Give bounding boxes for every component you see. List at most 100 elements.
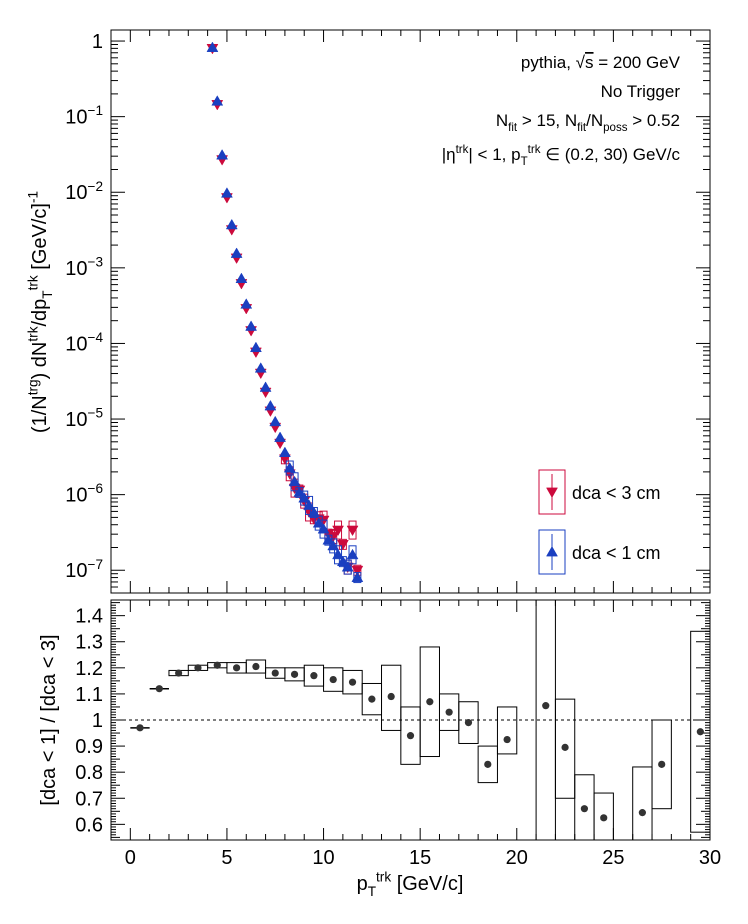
data-point bbox=[269, 415, 282, 427]
sys-box bbox=[651, 719, 672, 810]
top-y-tick-label: 10−5 bbox=[65, 406, 103, 431]
data-point bbox=[259, 381, 272, 392]
legend-box bbox=[538, 469, 566, 515]
data-point bbox=[332, 525, 344, 537]
data-point bbox=[213, 661, 221, 669]
data-point bbox=[240, 298, 253, 309]
data-point bbox=[445, 708, 453, 716]
sys-box bbox=[342, 669, 363, 695]
sys-box bbox=[348, 520, 357, 540]
data-point bbox=[329, 675, 337, 684]
sys-box bbox=[300, 490, 309, 506]
data-point bbox=[278, 446, 291, 457]
data-point bbox=[341, 561, 354, 572]
data-point bbox=[232, 664, 241, 672]
data-point bbox=[464, 719, 473, 727]
data-point bbox=[206, 41, 219, 52]
data-point bbox=[274, 431, 287, 442]
data-point bbox=[235, 272, 248, 284]
bottom-y-tick-label: 1.2 bbox=[75, 658, 103, 680]
legend-label: dca < 1 cm bbox=[572, 543, 661, 563]
data-point bbox=[484, 760, 492, 768]
series-ratio bbox=[130, 599, 711, 841]
legend-marker bbox=[546, 487, 558, 499]
bottom-y-tick-label: 0.6 bbox=[75, 814, 103, 836]
data-point bbox=[638, 809, 646, 817]
sys-box bbox=[314, 515, 323, 531]
sys-box bbox=[319, 519, 328, 539]
data-point bbox=[348, 678, 357, 686]
annotation-line3: Nfit > 15, Nfit/Nposs > 0.52 bbox=[496, 111, 680, 134]
sys-box bbox=[334, 545, 343, 565]
data-point bbox=[310, 672, 318, 680]
sys-box bbox=[690, 630, 711, 833]
annotation-line4: |ηtrk| < 1, pTtrk ∈ (0.2, 30) GeV/c bbox=[442, 144, 681, 168]
data-point bbox=[211, 95, 224, 106]
sys-box bbox=[632, 766, 653, 841]
bottom-plot-frame bbox=[110, 599, 711, 841]
top-y-tick-label: 10−3 bbox=[65, 254, 103, 279]
data-point bbox=[542, 702, 550, 710]
data-point bbox=[225, 218, 238, 230]
top-y-tick-label: 10−1 bbox=[65, 103, 103, 128]
data-point bbox=[387, 692, 395, 701]
legend-marker bbox=[546, 545, 558, 557]
bottom-x-tick-label: 0 bbox=[125, 847, 136, 869]
data-point bbox=[175, 669, 183, 677]
data-point bbox=[230, 247, 243, 258]
sys-box bbox=[496, 706, 518, 755]
data-point bbox=[254, 362, 267, 373]
data-point bbox=[312, 517, 325, 528]
bottom-y-tick-label: 0.7 bbox=[75, 788, 103, 810]
data-point bbox=[264, 399, 277, 411]
data-point bbox=[426, 698, 434, 706]
data-point bbox=[317, 523, 330, 534]
sys-box bbox=[290, 472, 299, 492]
sys-box bbox=[334, 520, 343, 540]
sys-box bbox=[305, 495, 314, 515]
top-y-tick-label: 10−6 bbox=[65, 481, 103, 506]
data-point bbox=[368, 695, 376, 703]
legend-entry: dca < 3 cm bbox=[538, 469, 661, 515]
data-point bbox=[307, 506, 320, 517]
series-dca-lt-1cm bbox=[206, 41, 364, 584]
data-point bbox=[252, 662, 260, 671]
bottom-y-tick-label: 1 bbox=[92, 710, 103, 732]
sys-box bbox=[343, 559, 352, 575]
sys-box bbox=[593, 792, 614, 841]
top-y-tick-label: 1 bbox=[92, 31, 103, 53]
bottom-x-tick-label: 5 bbox=[221, 847, 232, 869]
top-plot-frame bbox=[110, 29, 711, 594]
data-point bbox=[658, 760, 666, 768]
top-y-tick-label: 10−2 bbox=[65, 179, 103, 204]
annotation-line1: pythia, √s = 200 GeV bbox=[521, 53, 681, 72]
top-y-axis-title: (1/Ntrg) dNtrk/dpTtrk [GeV/c]-1 bbox=[26, 191, 55, 433]
bottom-y-tick-label: 1.4 bbox=[75, 606, 103, 628]
bottom-y-tick-label: 1.1 bbox=[75, 684, 103, 706]
bottom-x-tick-label: 20 bbox=[506, 847, 528, 869]
top-panel: 1 10−1 10−2 10−3 10−4 10−5 10−6 10−7 (1/Ntrg) dN… bbox=[26, 29, 711, 594]
sys-box bbox=[348, 545, 357, 565]
data-point bbox=[136, 724, 144, 732]
data-point bbox=[336, 539, 349, 551]
bottom-x-tick-label: 15 bbox=[409, 847, 431, 869]
bottom-y-tick-label: 0.9 bbox=[75, 736, 103, 758]
bottom-y-axis-title: [dca < 1] / [dca < 3] bbox=[38, 634, 60, 805]
data-point bbox=[406, 732, 415, 740]
data-point bbox=[346, 525, 359, 537]
data-point bbox=[245, 320, 258, 331]
data-point bbox=[221, 187, 233, 198]
bottom-panel: 0 5 10 15 20 25 30 0.6 0.7 0.8 0.9 1 1.1 1.2 1.3 1.4 pTt… bbox=[38, 599, 721, 899]
legend-box bbox=[538, 529, 566, 575]
data-point bbox=[503, 735, 511, 744]
bottom-x-tick-label: 25 bbox=[602, 847, 624, 869]
bottom-y-tick-label: 1.3 bbox=[75, 632, 103, 654]
top-y-tick-label: 10−7 bbox=[65, 557, 103, 582]
annotation-line2: No Trigger bbox=[601, 82, 681, 101]
data-point bbox=[561, 743, 569, 751]
sys-box bbox=[285, 460, 294, 476]
sys-box bbox=[477, 745, 498, 784]
sys-box bbox=[245, 659, 267, 674]
data-point bbox=[271, 669, 279, 677]
sys-box bbox=[458, 701, 479, 744]
